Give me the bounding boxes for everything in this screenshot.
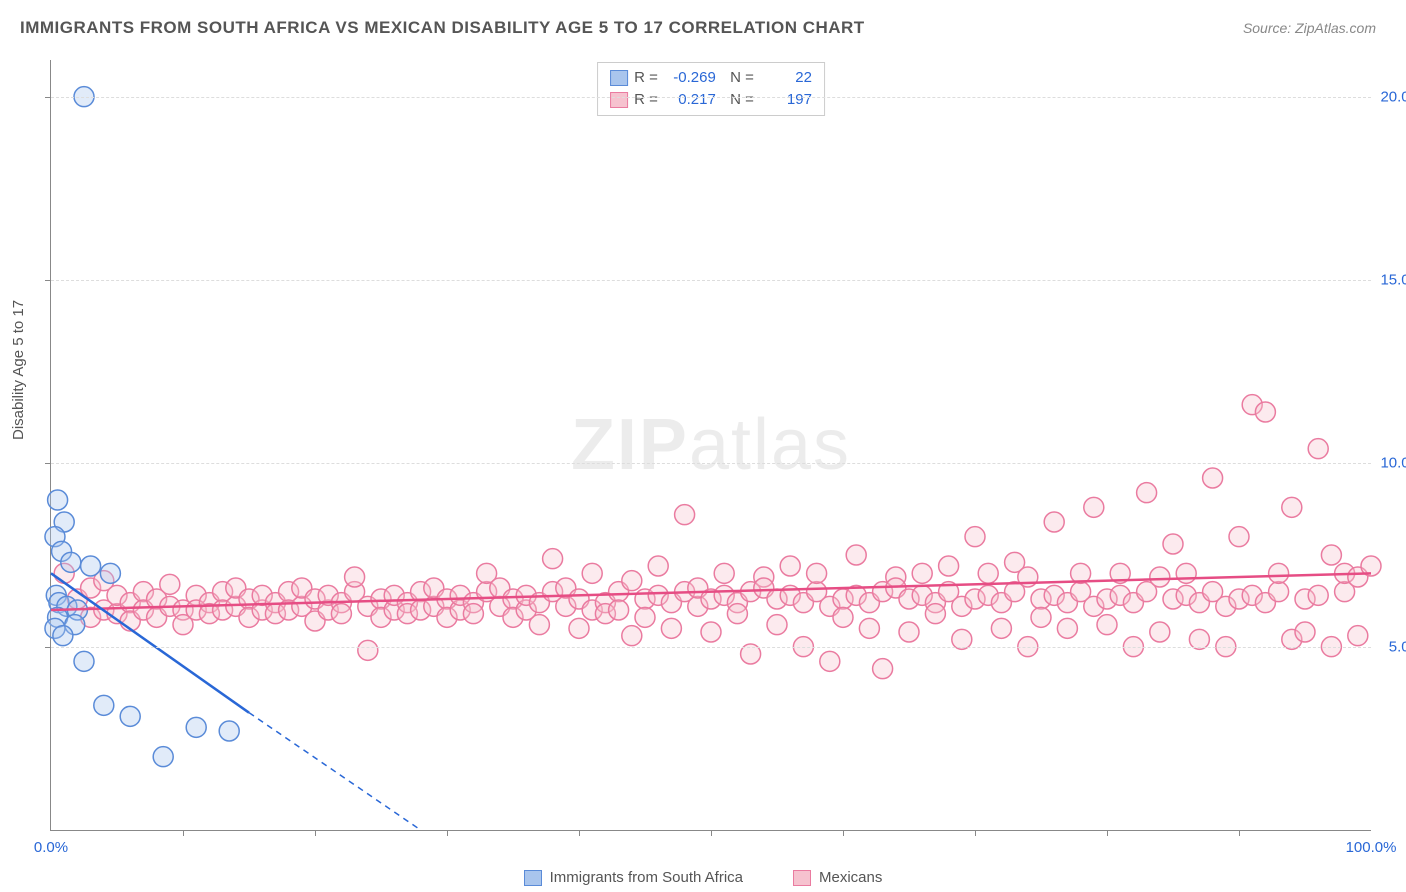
data-point [978, 563, 998, 583]
data-point [1348, 626, 1368, 646]
data-point [94, 695, 114, 715]
data-point [345, 567, 365, 587]
data-point [1084, 497, 1104, 517]
source-text: Source: ZipAtlas.com [1243, 20, 1376, 36]
legend-item-2: Mexicans [793, 869, 882, 886]
data-point [74, 651, 94, 671]
data-point [780, 556, 800, 576]
data-point [1150, 567, 1170, 587]
data-point [100, 563, 120, 583]
data-point [331, 604, 351, 624]
data-point [939, 556, 959, 576]
data-point [965, 527, 985, 547]
data-point [635, 607, 655, 627]
data-point [991, 618, 1011, 638]
bottom-legend: Immigrants from South Africa Mexicans [0, 869, 1406, 886]
data-point [1308, 585, 1328, 605]
data-point [807, 563, 827, 583]
legend-label-1: Immigrants from South Africa [550, 869, 743, 886]
scatter-plot-svg [51, 60, 1371, 830]
data-point [1321, 545, 1341, 565]
data-point [569, 618, 589, 638]
data-point [219, 721, 239, 741]
trend-line-sa-dashed [249, 713, 421, 830]
data-point [48, 490, 68, 510]
data-point [661, 618, 681, 638]
data-point [1255, 402, 1275, 422]
data-point [120, 706, 140, 726]
data-point [529, 615, 549, 635]
chart-title: IMMIGRANTS FROM SOUTH AFRICA VS MEXICAN … [20, 18, 865, 38]
data-point [648, 556, 668, 576]
data-point [925, 604, 945, 624]
data-point [1044, 512, 1064, 532]
data-point [153, 747, 173, 767]
data-point [701, 622, 721, 642]
data-point [622, 626, 642, 646]
legend-swatch-1 [524, 870, 542, 886]
data-point [186, 717, 206, 737]
y-tick-label: 10.0% [1380, 455, 1406, 472]
data-point [1031, 607, 1051, 627]
data-point [81, 556, 101, 576]
data-point [714, 563, 734, 583]
data-point [1150, 622, 1170, 642]
data-point [622, 571, 642, 591]
data-point [1057, 618, 1077, 638]
data-point [1269, 563, 1289, 583]
legend-item-1: Immigrants from South Africa [524, 869, 743, 886]
data-point [61, 552, 81, 572]
data-point [1163, 534, 1183, 554]
data-point [1097, 615, 1117, 635]
data-point [899, 622, 919, 642]
data-point [53, 626, 73, 646]
data-point [463, 604, 483, 624]
data-point [609, 600, 629, 620]
x-min-label: 0.0% [34, 839, 68, 856]
data-point [358, 640, 378, 660]
data-point [859, 618, 879, 638]
y-tick-label: 20.0% [1380, 88, 1406, 105]
data-point [160, 574, 180, 594]
data-point [873, 659, 893, 679]
legend-label-2: Mexicans [819, 869, 882, 886]
data-point [1137, 483, 1157, 503]
data-point [1203, 468, 1223, 488]
data-point [1282, 497, 1302, 517]
data-point [767, 615, 787, 635]
data-point [727, 604, 747, 624]
data-point [912, 563, 932, 583]
data-point [543, 549, 563, 569]
legend-swatch-2 [793, 870, 811, 886]
data-point [675, 505, 695, 525]
data-point [582, 563, 602, 583]
y-axis-label: Disability Age 5 to 17 [10, 300, 27, 440]
data-point [1269, 582, 1289, 602]
data-point [1308, 439, 1328, 459]
data-point [1295, 622, 1315, 642]
data-point [1229, 527, 1249, 547]
data-point [1176, 563, 1196, 583]
data-point [846, 545, 866, 565]
x-max-label: 100.0% [1346, 839, 1397, 856]
y-tick-label: 5.0% [1389, 638, 1406, 655]
data-point [820, 651, 840, 671]
y-tick-label: 15.0% [1380, 272, 1406, 289]
data-point [833, 607, 853, 627]
chart-area: ZIPatlas R = -0.269 N = 22 R = 0.217 N =… [50, 60, 1371, 831]
